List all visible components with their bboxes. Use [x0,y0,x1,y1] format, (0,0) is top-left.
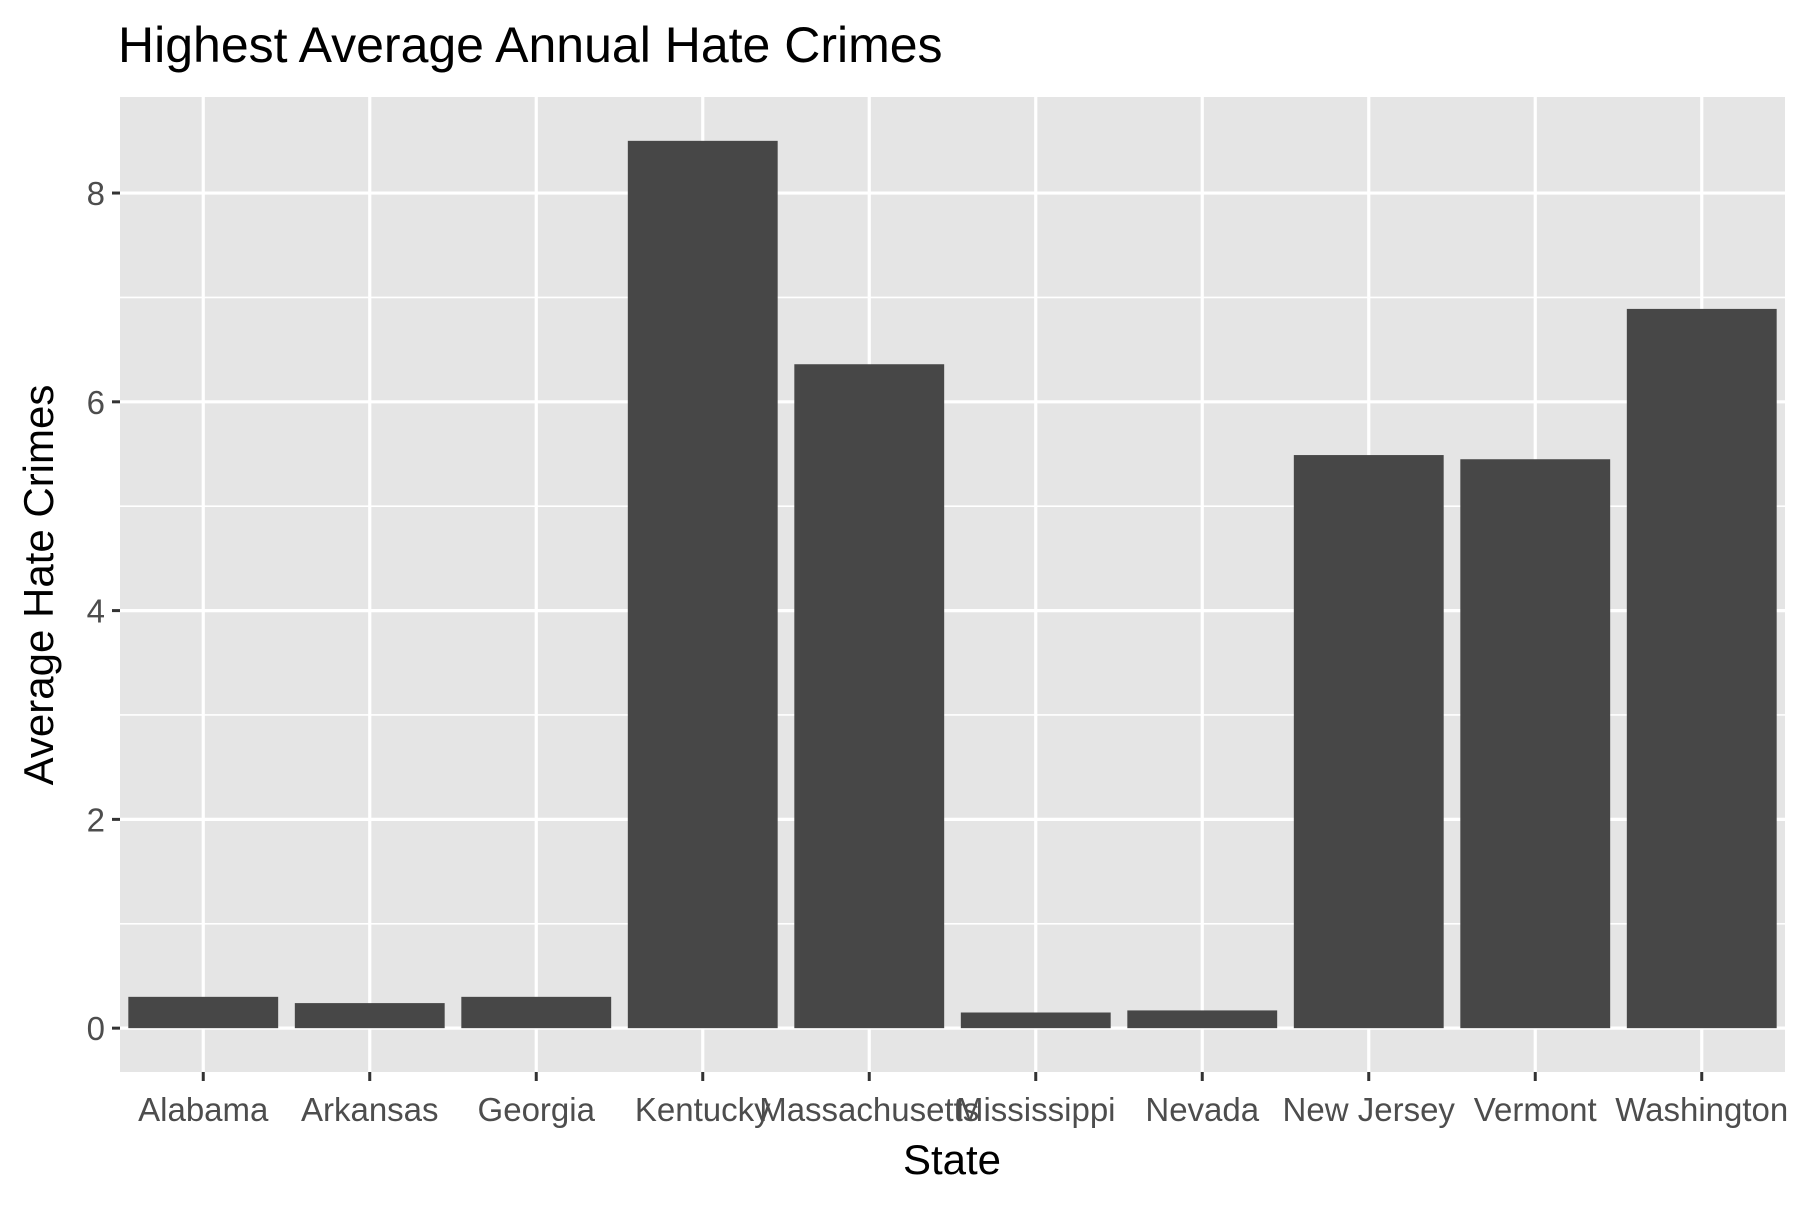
x-tick-label: Vermont [1474,1091,1597,1128]
bar-nevada [1127,1010,1278,1029]
bar-new-jersey [1293,455,1444,1029]
bar-kentucky [627,140,778,1029]
y-axis-title: Average Hate Crimes [15,385,62,786]
x-axis-title: State [903,1136,1001,1183]
chart-title: Highest Average Annual Hate Crimes [118,17,943,73]
bar-massachusetts [794,364,945,1029]
y-tick-label: 0 [87,1010,105,1047]
x-tick-label: Nevada [1145,1091,1259,1128]
bar-mississippi [960,1012,1111,1029]
bar-georgia [461,996,612,1029]
x-tick-label: Washington [1615,1091,1788,1128]
x-tick-label: Mississippi [956,1091,1116,1128]
bar-washington [1626,308,1777,1029]
y-tick-label: 2 [87,801,105,838]
x-tick-label: New Jersey [1283,1091,1456,1128]
bar-vermont [1460,459,1611,1029]
y-tick-label: 4 [87,593,105,630]
x-tick-label: Massachusetts [759,1091,979,1128]
bar-arkansas [294,1003,445,1029]
x-tick-label: Georgia [478,1091,596,1128]
x-axis: Alabama Arkansas Georgia KentuckyMassachuse… [138,1072,1788,1128]
x-tick-label: Kentucky [635,1091,771,1128]
bar-alabama [128,996,279,1029]
x-tick-label: Alabama [138,1091,269,1128]
y-tick-label: 8 [87,175,105,212]
bars [128,140,1777,1029]
x-tick-label: Arkansas [301,1091,439,1128]
y-axis: 0 2 4 6 8 [87,175,120,1047]
y-tick-label: 6 [87,384,105,421]
